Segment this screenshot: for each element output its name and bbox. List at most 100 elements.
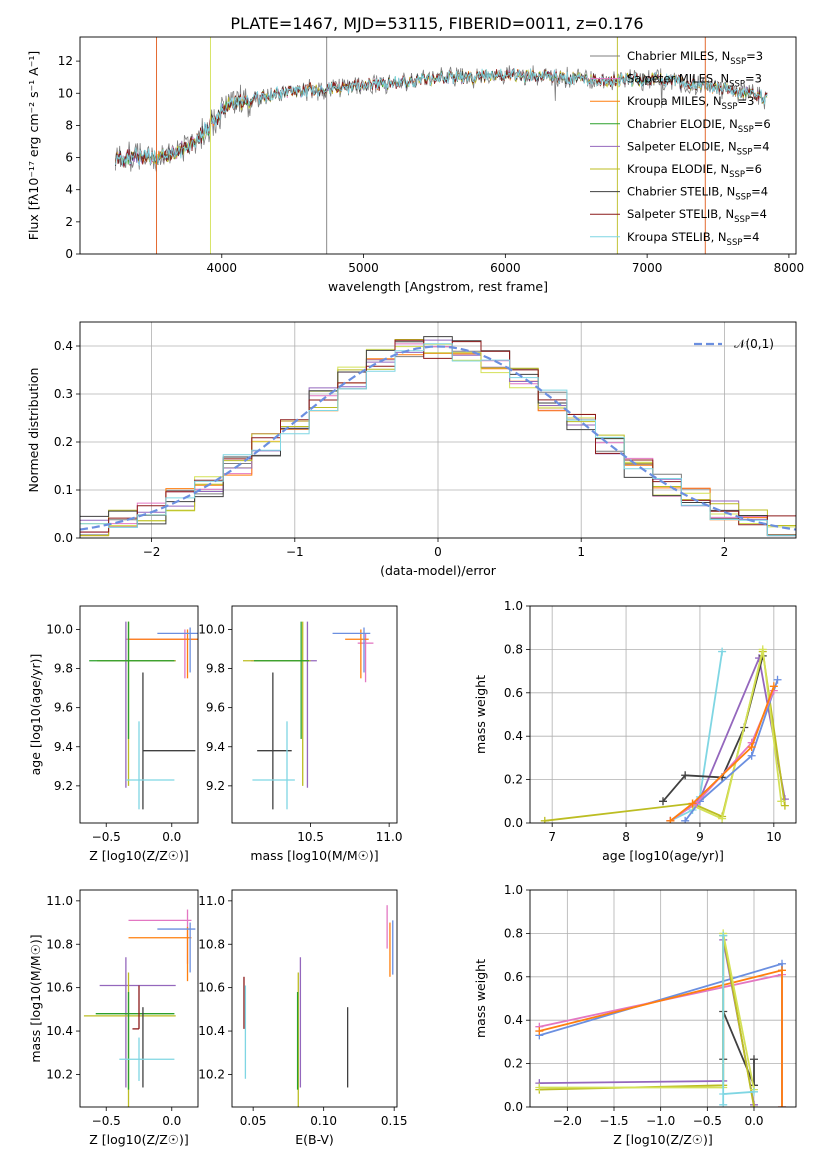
y-tick-label: 10.6 (46, 981, 73, 995)
residual-histogram (80, 336, 796, 536)
x-tick-label: 0.0 (162, 830, 181, 844)
legend-label: Kroupa STELIB, NSSP=4 (627, 230, 759, 248)
y-axis-label: mass weight (473, 959, 488, 1038)
x-tick-label: −2 (143, 545, 161, 559)
y-axis-label: Flux [fλ10⁻¹⁷ erg cm⁻² s⁻¹ A⁻¹] (26, 51, 41, 240)
x-tick-label: 0.15 (381, 1114, 408, 1128)
spectrum-chart: 4000 5000 6000 7000 8000 0 2 4 6 8 10 12 wavelength … (26, 36, 805, 294)
x-axis-label: Z [log10(Z/Z☉)] (89, 848, 189, 863)
y-tick-label: 10.0 (198, 622, 225, 636)
spectrum-line (115, 67, 768, 167)
x-tick-label: 1 (577, 545, 585, 559)
y-tick-label: 9.2 (54, 779, 73, 793)
weight-marker (659, 797, 667, 806)
y-tick-label: 10 (58, 86, 73, 100)
y-tick-label: 2 (65, 215, 73, 229)
weight-marker (750, 1103, 758, 1107)
weight-marker (540, 816, 549, 823)
x-tick-label: 7000 (632, 261, 663, 275)
x-tick-label: −1.0 (646, 1114, 675, 1128)
y-tick-label: 8 (65, 118, 73, 132)
y-tick-label: 9.6 (54, 701, 73, 715)
y-tick-label: 12 (58, 54, 73, 68)
weight-marker (688, 799, 697, 808)
y-tick-label: 0.2 (54, 435, 73, 449)
spectrum-line (115, 68, 768, 168)
y-tick-label: 11.0 (46, 894, 73, 908)
normal-curve (80, 345, 796, 531)
weight-marker (719, 931, 728, 940)
weight-marker (666, 816, 675, 823)
plot-area (535, 929, 786, 1107)
plot-area (80, 336, 796, 537)
weight-line (684, 679, 779, 822)
weight-marker (777, 797, 786, 806)
y-tick-label: 0.4 (504, 729, 523, 743)
x-tick-label: 10 (766, 830, 781, 844)
y-tick-label: 0.4 (54, 339, 73, 353)
y-tick-label: 9.2 (206, 779, 225, 793)
legend-label: Salpeter MILES, NSSP=3 (627, 72, 762, 90)
x-tick-label: 7 (548, 830, 556, 844)
y-tick-label: 1.0 (504, 883, 523, 897)
y-tick-label: 9.6 (206, 701, 225, 715)
plot-area (540, 645, 789, 823)
x-tick-label: 0.10 (310, 1114, 337, 1128)
x-tick-label: −0.5 (693, 1114, 722, 1128)
y-axis-label: mass [log10(M/M☉)] (28, 934, 43, 1062)
legend-label: Chabrier ELODIE, NSSP=6 (627, 117, 771, 135)
y-tick-label: 0.8 (504, 642, 523, 656)
age-vs-mass-chart: 10.5 11.0 9.2 9.4 9.6 9.8 10.0 mass [log10(M/M☉… (198, 605, 403, 863)
y-tick-label: 0.3 (54, 387, 73, 401)
y-tick-label: 10.6 (198, 981, 225, 995)
y-tick-label: 0.4 (504, 1013, 523, 1027)
axes-frame (79, 889, 199, 1108)
y-tick-label: 0.1 (54, 483, 73, 497)
weight-marker (769, 682, 778, 691)
plot-area (83, 909, 196, 1107)
y-tick-label: 1.0 (504, 599, 523, 613)
y-tick-label: 0.0 (504, 1100, 523, 1114)
x-tick-label: 0.05 (240, 1114, 267, 1128)
weight-line (722, 935, 755, 1105)
weight-marker (780, 801, 789, 810)
y-tick-label: 9.8 (206, 662, 225, 676)
residuals-chart: −2 −1 0 1 2 0.0 0.1 0.2 0.3 0.4 (data-model)/error… (26, 321, 797, 578)
plot-area (115, 37, 768, 254)
chart-layer: 4000 5000 6000 7000 8000024681012wavelength … (26, 36, 805, 1147)
weight-line (669, 685, 775, 822)
x-tick-label: −0.5 (92, 1114, 121, 1128)
axes-frame (231, 605, 398, 824)
x-tick-label: −0.5 (92, 830, 121, 844)
y-tick-label: 0.2 (504, 1057, 523, 1071)
x-tick-label: 4000 (207, 261, 238, 275)
x-tick-label: 11.0 (376, 830, 403, 844)
y-tick-label: 10.8 (46, 937, 73, 951)
x-axis-label: Z [log10(Z/Z☉)] (613, 1132, 713, 1147)
mass-vs-ebv-chart: 0.05 0.10 0.15 10.2 10.4 10.6 10.8 11.0 E(B-V) (198, 889, 408, 1147)
x-tick-label: 9 (696, 830, 704, 844)
weight-marker (750, 1055, 758, 1064)
x-tick-label: 8000 (774, 261, 805, 275)
x-tick-label: 0.0 (744, 1114, 763, 1128)
weight-marker (719, 1100, 728, 1107)
weight-marker (718, 647, 727, 656)
y-tick-label: 0.0 (54, 531, 73, 545)
y-tick-label: 0.0 (504, 816, 523, 830)
legend-label: 𝒩(0,1) (734, 337, 774, 351)
y-tick-label: 10.0 (46, 622, 73, 636)
weight-marker (747, 743, 756, 752)
legend-label: Chabrier STELIB, NSSP=4 (627, 185, 768, 203)
y-tick-label: 10.2 (46, 1067, 73, 1081)
legend-label: Salpeter STELIB, NSSP=4 (627, 207, 767, 225)
x-tick-label: −2.0 (553, 1114, 582, 1128)
x-tick-label: 6000 (490, 261, 521, 275)
axes-frame (231, 889, 398, 1108)
axes-frame (79, 321, 797, 539)
plot-area (89, 621, 198, 810)
weight-marker (535, 1083, 544, 1092)
age-vs-Z-chart: −0.5 0.0 9.2 9.4 9.6 9.8 10.0 Z [log10(Z/Z☉)] ag… (28, 605, 199, 863)
x-axis-label: wavelength [Angstrom, rest frame] (328, 279, 548, 294)
weight-marker (747, 751, 756, 760)
